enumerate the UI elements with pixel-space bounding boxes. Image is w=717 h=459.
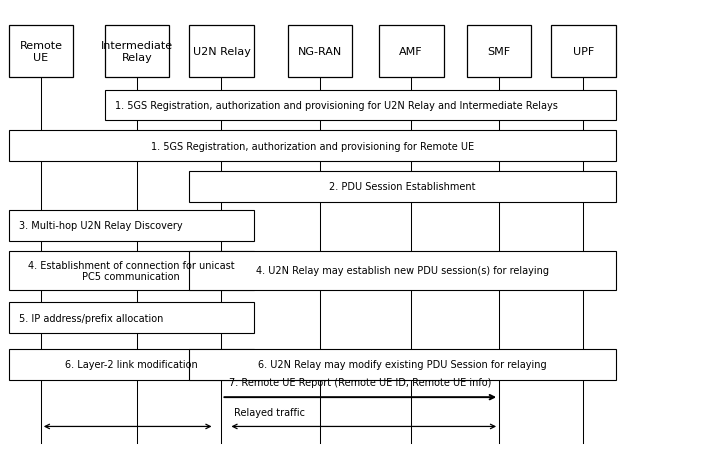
Text: UPF: UPF [573, 47, 594, 57]
FancyBboxPatch shape [189, 251, 616, 291]
Text: 4. Establishment of connection for unicast
PC5 communication: 4. Establishment of connection for unica… [28, 260, 234, 282]
Text: Relayed traffic: Relayed traffic [234, 407, 305, 417]
Text: 2. PDU Session Establishment: 2. PDU Session Establishment [329, 182, 475, 192]
FancyBboxPatch shape [105, 26, 169, 78]
Text: 6. U2N Relay may modify existing PDU Session for relaying: 6. U2N Relay may modify existing PDU Ses… [258, 359, 547, 369]
Text: SMF: SMF [488, 47, 511, 57]
Text: 6. Layer-2 link modification: 6. Layer-2 link modification [65, 359, 198, 369]
Text: 1. 5GS Registration, authorization and provisioning for U2N Relay and Intermedia: 1. 5GS Registration, authorization and p… [115, 101, 559, 111]
FancyBboxPatch shape [9, 303, 254, 333]
Text: 5. IP address/prefix allocation: 5. IP address/prefix allocation [19, 313, 163, 323]
FancyBboxPatch shape [9, 349, 254, 380]
Text: 7. Remote UE Report (Remote UE ID, Remote UE info): 7. Remote UE Report (Remote UE ID, Remot… [229, 377, 491, 387]
Text: AMF: AMF [399, 47, 423, 57]
FancyBboxPatch shape [379, 26, 444, 78]
FancyBboxPatch shape [189, 26, 254, 78]
Text: 4. U2N Relay may establish new PDU session(s) for relaying: 4. U2N Relay may establish new PDU sessi… [256, 266, 549, 276]
FancyBboxPatch shape [467, 26, 531, 78]
FancyBboxPatch shape [288, 26, 352, 78]
FancyBboxPatch shape [105, 90, 616, 121]
Text: U2N Relay: U2N Relay [193, 47, 250, 57]
Text: 3. Multi-hop U2N Relay Discovery: 3. Multi-hop U2N Relay Discovery [19, 221, 183, 231]
Text: 1. 5GS Registration, authorization and provisioning for Remote UE: 1. 5GS Registration, authorization and p… [151, 141, 474, 151]
FancyBboxPatch shape [189, 172, 616, 202]
FancyBboxPatch shape [551, 26, 616, 78]
FancyBboxPatch shape [9, 26, 73, 78]
Text: Intermediate
Relay: Intermediate Relay [101, 41, 174, 62]
Text: Remote
UE: Remote UE [19, 41, 62, 62]
FancyBboxPatch shape [189, 349, 616, 380]
FancyBboxPatch shape [9, 251, 254, 291]
Text: NG-RAN: NG-RAN [298, 47, 342, 57]
FancyBboxPatch shape [9, 131, 616, 162]
FancyBboxPatch shape [9, 211, 254, 241]
